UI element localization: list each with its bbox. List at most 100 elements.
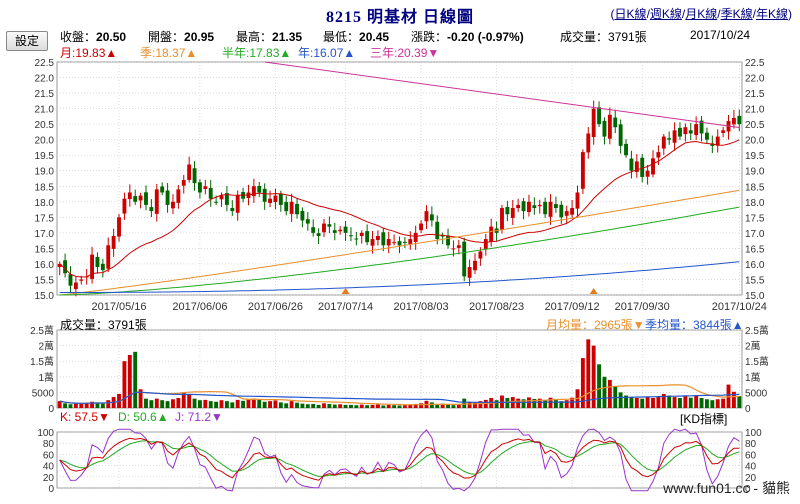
candle-body bbox=[284, 202, 289, 212]
ma-quarter-line bbox=[59, 189, 740, 296]
volume-y-tick-left: 1萬 bbox=[38, 371, 54, 384]
volume-bar bbox=[251, 398, 256, 408]
link-daily-k[interactable]: 日K線 bbox=[614, 7, 647, 21]
volume-bar bbox=[106, 400, 111, 408]
candle-body bbox=[349, 235, 353, 237]
candle-body bbox=[624, 143, 628, 156]
volume-bar bbox=[165, 401, 170, 408]
kd-indicator-label[interactable]: [KD指標] bbox=[680, 412, 728, 426]
candle-body bbox=[661, 136, 666, 149]
price-y-tick-right: 15.5 bbox=[745, 275, 765, 286]
price-y-tick-left: 17.5 bbox=[35, 213, 55, 224]
volume-bar bbox=[494, 400, 499, 408]
candle-body bbox=[79, 279, 84, 281]
candle-body bbox=[532, 205, 537, 209]
candle-body bbox=[435, 221, 440, 240]
candle-body bbox=[721, 130, 726, 133]
candle-body bbox=[197, 182, 202, 193]
ma-half-year-line bbox=[59, 206, 740, 296]
volume-bar bbox=[435, 404, 440, 408]
price-y-tick-right: 17.5 bbox=[745, 213, 765, 224]
volume-bar bbox=[370, 404, 375, 408]
settings-button[interactable]: 設定 bbox=[6, 31, 48, 51]
candle-body bbox=[138, 195, 143, 201]
volume-bar bbox=[618, 392, 623, 408]
link-weekly-k[interactable]: 週K線 bbox=[649, 7, 682, 21]
candle-body bbox=[516, 204, 521, 209]
price-y-tick-right: 18.0 bbox=[745, 198, 765, 209]
volume-bar bbox=[154, 398, 159, 408]
candle-body bbox=[580, 152, 585, 189]
ma-half-year-legend: 半年:17.83▲ bbox=[222, 46, 292, 60]
candle-body bbox=[57, 263, 62, 268]
volume-bar bbox=[365, 405, 370, 408]
price-y-tick-left: 18.5 bbox=[35, 182, 55, 193]
price-y-tick-left: 20.5 bbox=[35, 120, 55, 131]
price-y-tick-right: 19.0 bbox=[745, 167, 765, 178]
volume-bar bbox=[176, 398, 181, 408]
volume-bar bbox=[402, 405, 407, 408]
price-x-tick: 2017/07/14 bbox=[318, 301, 373, 313]
volume-bar bbox=[624, 395, 628, 408]
candle-body bbox=[381, 232, 386, 246]
volume-quarter-avg-legend: 季均量：3844張▲ bbox=[645, 318, 744, 332]
price-x-tick: 2017/05/16 bbox=[91, 301, 146, 313]
candle-body bbox=[645, 170, 650, 177]
volume-bar bbox=[262, 401, 267, 408]
candle-body bbox=[424, 211, 429, 222]
link-quarterly-k[interactable]: 季K線 bbox=[720, 7, 753, 21]
price-y-tick-left: 16.5 bbox=[35, 244, 55, 255]
volume-bar bbox=[467, 401, 472, 408]
kd-y-tick-right: 20 bbox=[745, 473, 757, 484]
candle-body bbox=[575, 192, 580, 209]
candle-body bbox=[154, 189, 159, 214]
price-x-tick: 2017/06/06 bbox=[172, 301, 227, 313]
candle-body bbox=[618, 124, 623, 146]
volume-plot-area bbox=[56, 329, 743, 409]
price-x-tick: 2017/06/26 bbox=[248, 301, 303, 313]
price-x-tick: 2017/10/24 bbox=[712, 301, 767, 313]
candle-body bbox=[634, 161, 639, 172]
volume-bar bbox=[278, 402, 283, 408]
volume-bar bbox=[68, 404, 73, 408]
ma-3year-legend: 三年:20.39▼ bbox=[370, 46, 440, 60]
quote-low: 最低：20.45 bbox=[323, 30, 390, 44]
volume-bar bbox=[629, 397, 634, 408]
volume-bar bbox=[586, 339, 591, 408]
price-y-tick-left: 15.5 bbox=[35, 275, 55, 286]
price-x-tick: 2017/08/23 bbox=[469, 301, 524, 313]
ma-year-line bbox=[59, 261, 740, 293]
volume-bar bbox=[678, 398, 682, 408]
price-y-tick-right: 17.0 bbox=[745, 229, 765, 240]
price-x-tick: 2017/09/30 bbox=[615, 301, 670, 313]
candle-body bbox=[322, 223, 326, 233]
volume-bar bbox=[208, 401, 213, 408]
candle-body bbox=[651, 158, 655, 175]
candle-body bbox=[510, 208, 515, 218]
link-monthly-k[interactable]: 月K線 bbox=[685, 7, 718, 21]
kd-y-tick-left: 0 bbox=[48, 484, 54, 495]
candle-body bbox=[570, 208, 575, 215]
price-y-tick-right: 16.0 bbox=[745, 260, 765, 271]
volume-bar bbox=[521, 399, 526, 408]
volume-bar bbox=[651, 398, 655, 408]
candle-body bbox=[365, 231, 370, 243]
price-y-tick-right: 19.5 bbox=[745, 151, 765, 162]
price-y-tick-left: 18.0 bbox=[35, 198, 55, 209]
candle-body bbox=[446, 235, 450, 246]
candle-body bbox=[111, 235, 116, 249]
candle-body bbox=[295, 203, 299, 215]
volume-bar bbox=[316, 404, 321, 408]
price-y-tick-right: 22.0 bbox=[745, 74, 765, 85]
volume-bar bbox=[440, 403, 445, 408]
volume-bar bbox=[661, 393, 666, 408]
price-y-tick-right: 20.0 bbox=[745, 136, 765, 147]
candle-body bbox=[95, 256, 100, 268]
volume-bar bbox=[699, 398, 704, 408]
kd-plot-area bbox=[56, 431, 743, 489]
volume-bar bbox=[214, 401, 219, 408]
link-yearly-k[interactable]: 年K線 bbox=[755, 7, 788, 21]
volume-y-tick-right: 2萬 bbox=[745, 340, 761, 353]
volume-bar bbox=[332, 404, 337, 408]
